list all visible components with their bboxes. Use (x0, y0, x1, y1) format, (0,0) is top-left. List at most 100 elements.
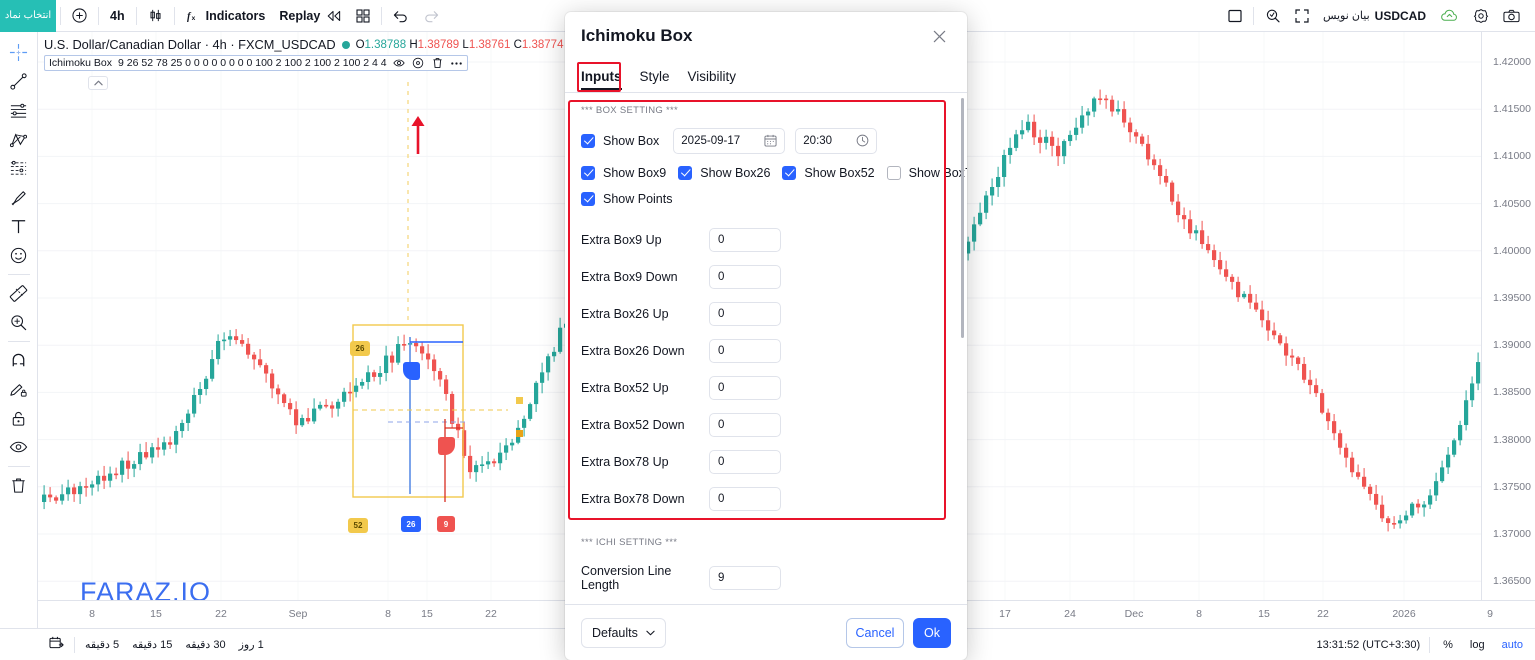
price-scale[interactable]: 1.42000 1.41500 1.41000 1.40500 1.40000 1.395… (1481, 32, 1535, 634)
sidebar-item-magnet-tool[interactable] (4, 346, 34, 374)
panel-toggle-button[interactable] (1221, 2, 1249, 30)
tab-style[interactable]: Style (639, 69, 670, 84)
extra-box52-down-label: Extra Box52 Down (581, 417, 685, 432)
sidebar-item-hide-drawings-tool[interactable] (4, 433, 34, 461)
forecast-icon (10, 160, 27, 175)
magnet-icon (12, 353, 25, 366)
extra-box9-down-input[interactable] (709, 264, 781, 289)
sidebar-item-trend-line-tool[interactable] (4, 67, 34, 95)
indicator-settings-button[interactable] (412, 57, 425, 70)
settings-button[interactable] (1466, 2, 1496, 30)
show-box-label: Show Box (603, 133, 660, 148)
tab-inputs[interactable]: Inputs (581, 69, 622, 90)
sidebar-item-emoji-tool[interactable] (4, 241, 34, 269)
auto-scale-toggle[interactable]: auto (1501, 638, 1523, 651)
show-points-checkbox[interactable] (581, 191, 595, 206)
show-box78-label: Show Box78 (908, 165, 967, 180)
replay-button[interactable]: Replay (272, 2, 349, 30)
dialog-scrollbar[interactable] (961, 98, 964, 338)
tab-visibility[interactable]: Visibility (687, 69, 737, 84)
svg-text:x: x (191, 15, 195, 22)
symbol-select-button[interactable]: انتخاب نماد (0, 0, 56, 32)
sidebar-item-measure-tool[interactable] (4, 279, 34, 307)
extra-box52-down-input[interactable] (709, 412, 781, 437)
show-box78-checkbox[interactable] (886, 165, 901, 180)
function-fx-icon: f x (187, 11, 196, 22)
undo-button[interactable] (386, 2, 416, 30)
box-time-value: 20:30 (803, 134, 833, 147)
show-box9-label: Show Box9 (603, 165, 667, 180)
sidebar-item-horizontal-lines-tool[interactable] (4, 96, 34, 124)
alert-search-icon (1266, 9, 1280, 22)
sidebar-item-projection-tool[interactable] (4, 154, 34, 182)
time-tick: 17 (999, 608, 1011, 620)
price-tick: 1.40500 (1493, 197, 1531, 210)
sidebar-item-pattern-tool[interactable] (4, 125, 34, 153)
show-box9-checkbox[interactable] (581, 165, 595, 180)
legend-collapse-button[interactable] (88, 76, 108, 90)
indicator-more-button[interactable] (450, 57, 463, 70)
sidebar-item-lock-drawings-tool[interactable] (4, 404, 34, 432)
fullscreen-button[interactable] (1288, 2, 1316, 30)
show-box52-checkbox[interactable] (782, 165, 797, 180)
ichimoku-marker-26-top[interactable]: 26 (350, 341, 370, 356)
show-box26-checkbox[interactable] (678, 165, 693, 180)
ichimoku-marker-9-bottom[interactable]: 9 (437, 516, 455, 532)
sidebar-item-zoom-tool[interactable] (4, 308, 34, 336)
timeframe-5m[interactable]: 5 دقیقه (85, 639, 120, 651)
extra-box26-up-input[interactable] (709, 301, 781, 326)
cancel-button[interactable]: Cancel (846, 617, 904, 648)
extra-box26-down-input[interactable] (709, 338, 781, 363)
ichimoku-marker-26-bottom[interactable]: 26 (401, 516, 421, 532)
percent-scale-toggle[interactable]: % (1443, 638, 1453, 651)
close-icon[interactable] (927, 24, 951, 48)
sidebar-item-drawing-mode-tool[interactable] (4, 375, 34, 403)
snapshot-button[interactable] (1496, 2, 1527, 30)
layout-button[interactable] (349, 2, 377, 30)
text-icon (11, 219, 26, 233)
interval-button[interactable]: 4h (110, 8, 125, 23)
indicator-delete-button[interactable] (431, 57, 444, 70)
indicator-visibility-toggle[interactable] (393, 57, 406, 70)
sidebar-item-brush-tool[interactable] (4, 183, 34, 211)
extra-box52-up-input[interactable] (709, 375, 781, 400)
log-scale-toggle[interactable]: log (1469, 638, 1485, 651)
timeframe-1d[interactable]: 1 روز (238, 639, 264, 651)
extra-box9-up-input[interactable] (709, 227, 781, 252)
chevron-up-icon (93, 80, 103, 86)
sidebar-item-crosshair-tool[interactable] (4, 38, 34, 66)
ichimoku-pin-9[interactable] (438, 437, 455, 455)
toolbar-divider (135, 6, 137, 25)
extra-box78-up-input[interactable] (709, 449, 781, 474)
notes-button[interactable]: بیان نویس USDCAD (1316, 2, 1433, 30)
cloud-save-button[interactable] (1433, 2, 1466, 30)
ichimoku-pin-26[interactable] (403, 362, 420, 380)
add-symbol-button[interactable] (65, 2, 94, 30)
ichimoku-yellow-box (352, 324, 464, 498)
timeframe-quick-bar: 1 روز 30 دقیقه 15 دقیقه 5 دقیقه (46, 634, 267, 655)
defaults-button[interactable]: Defaults (581, 617, 666, 648)
calendar-button[interactable] (46, 634, 67, 655)
timeframe-30m[interactable]: 30 دقیقه (185, 639, 226, 651)
indicators-button[interactable]: f x Indicators (179, 2, 273, 30)
indicator-params: 9 26 52 78 25 0 0 0 0 0 0 0 0 100 2 100 … (118, 57, 387, 69)
show-box-checkbox[interactable] (581, 133, 595, 148)
sidebar-item-remove-drawings-tool[interactable] (4, 471, 34, 499)
conversion-line-length-input[interactable] (709, 565, 781, 590)
sidebar-item-text-tool[interactable] (4, 212, 34, 240)
horizontal-lines-icon (10, 103, 27, 118)
indicator-legend[interactable]: Ichimoku Box 9 26 52 78 25 0 0 0 0 0 0 0… (44, 55, 468, 71)
chart-type-button[interactable] (141, 2, 170, 30)
ok-button[interactable]: Ok (913, 617, 951, 648)
dialog-body: *** BOX SETTING *** Show Box 2025-09-17 … (565, 93, 967, 604)
box-time-picker[interactable]: 20:30 (795, 127, 878, 154)
alert-search-button[interactable] (1258, 2, 1288, 30)
ichimoku-marker-52[interactable]: 52 (348, 518, 368, 533)
toolbar-divider (98, 6, 99, 25)
redo-button[interactable] (416, 2, 446, 30)
square-icon (1228, 9, 1242, 22)
box-date-picker[interactable]: 2025-09-17 (673, 127, 786, 154)
time-tick: 22 (1317, 608, 1329, 620)
extra-box78-down-input[interactable] (709, 486, 781, 511)
timeframe-15m[interactable]: 15 دقیقه (132, 639, 173, 651)
